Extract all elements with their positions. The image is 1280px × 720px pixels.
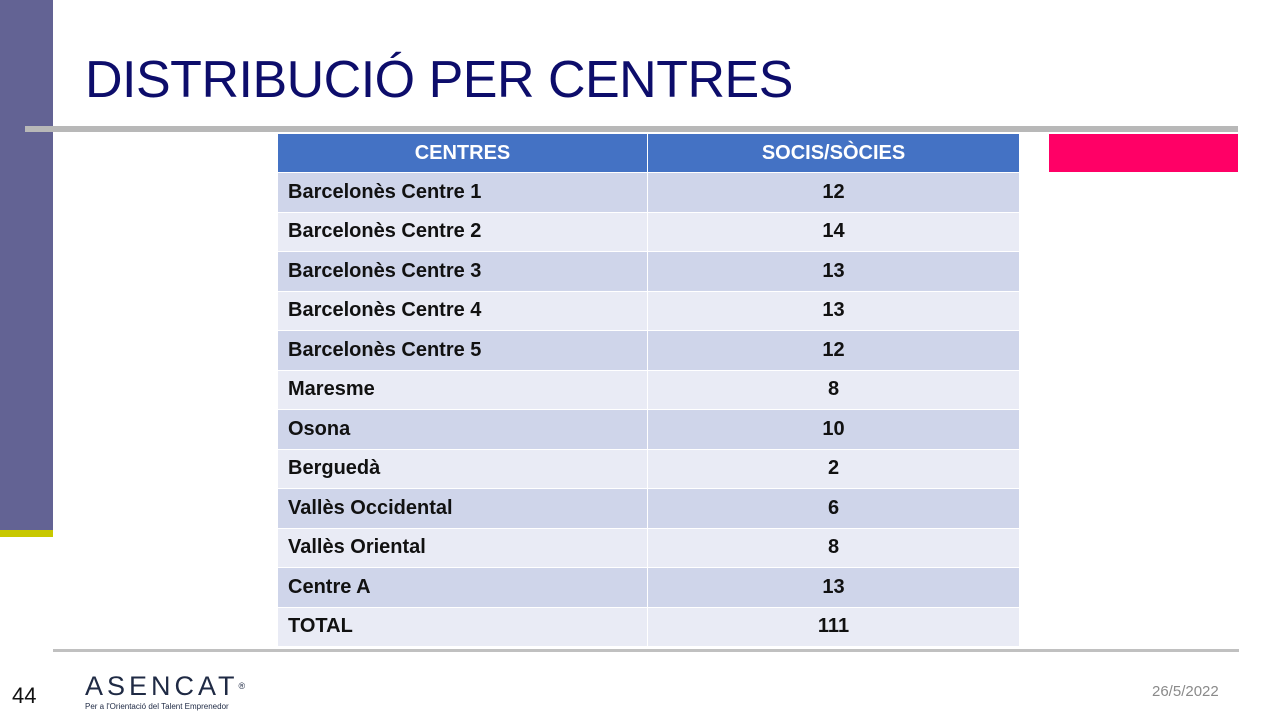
member-count: 13 (647, 290, 1020, 331)
footer-divider (53, 649, 1239, 652)
side-bar (0, 0, 53, 530)
table-row: Barcelonès Centre 2 14 (277, 211, 1020, 252)
logo-wordmark: ASENCAT® (85, 671, 246, 701)
member-count: 13 (647, 251, 1020, 292)
table-row: Vallès Occidental 6 (277, 488, 1020, 529)
column-header-centres: CENTRES (277, 133, 648, 173)
member-count: 14 (647, 211, 1020, 252)
title-divider (25, 126, 1238, 132)
table-row: Barcelonès Centre 5 12 (277, 330, 1020, 371)
table-row: Barcelonès Centre 1 12 (277, 172, 1020, 213)
table-row: Berguedà 2 (277, 448, 1020, 489)
column-header-socis: SOCIS/SÒCIES (647, 133, 1020, 173)
slide-title: DISTRIBUCIÓ PER CENTRES (85, 51, 793, 109)
member-count: 13 (647, 567, 1020, 608)
member-count: 6 (647, 488, 1020, 529)
centre-name: Barcelonès Centre 4 (277, 290, 648, 331)
total-count: 111 (647, 606, 1020, 647)
centre-name: Vallès Oriental (277, 527, 648, 568)
member-count: 12 (647, 172, 1020, 213)
centre-name: Vallès Occidental (277, 488, 648, 529)
page-number: 44 (12, 683, 37, 708)
centre-name: Osona (277, 409, 648, 450)
total-row: TOTAL 111 (277, 606, 1020, 647)
centre-name: Barcelonès Centre 2 (277, 211, 648, 252)
slide-date: 26/5/2022 (1152, 683, 1219, 700)
centres-table: CENTRES SOCIS/SÒCIES Barcelonès Centre 1… (277, 133, 1020, 647)
member-count: 10 (647, 409, 1020, 450)
member-count: 2 (647, 448, 1020, 489)
centre-name: Barcelonès Centre 3 (277, 251, 648, 292)
table-row: Barcelonès Centre 3 13 (277, 251, 1020, 292)
centre-name: Maresme (277, 369, 648, 410)
table-header-row: CENTRES SOCIS/SÒCIES (277, 133, 1020, 173)
table-row: Barcelonès Centre 4 13 (277, 290, 1020, 331)
member-count: 12 (647, 330, 1020, 371)
logo-tagline: Per a l'Orientació del Talent Emprenedor (85, 702, 229, 711)
table-row: Vallès Oriental 8 (277, 527, 1020, 568)
table-row: Maresme 8 (277, 369, 1020, 410)
total-label: TOTAL (277, 606, 648, 647)
accent-box (1049, 134, 1238, 172)
asencat-logo: ASENCAT® Per a l'Orientació del Talent E… (85, 672, 245, 711)
centre-name: Centre A (277, 567, 648, 608)
member-count: 8 (647, 527, 1020, 568)
member-count: 8 (647, 369, 1020, 410)
centre-name: Berguedà (277, 448, 648, 489)
registered-mark: ® (238, 681, 246, 691)
centre-name: Barcelonès Centre 5 (277, 330, 648, 371)
table-row: Centre A 13 (277, 567, 1020, 608)
table-row: Osona 10 (277, 409, 1020, 450)
centre-name: Barcelonès Centre 1 (277, 172, 648, 213)
side-accent-bar (0, 530, 53, 537)
